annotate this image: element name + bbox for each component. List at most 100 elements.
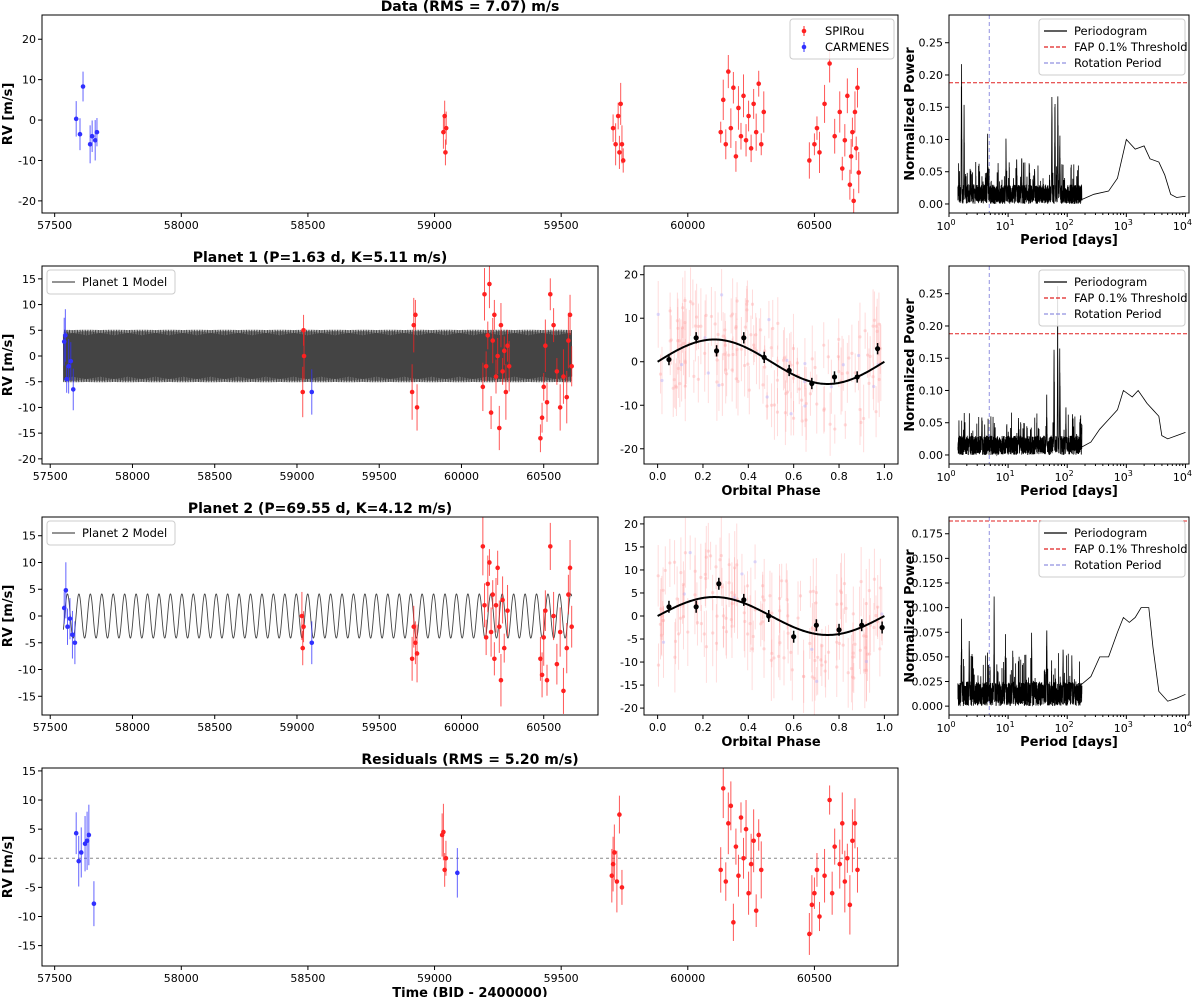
raw-phase-point (668, 309, 672, 313)
raw-phase-point (683, 361, 687, 365)
raw-phase-point (704, 576, 708, 581)
y-tick-label: 0.15 (919, 101, 944, 114)
raw-phase-point (841, 363, 845, 367)
y-tick-label: 0.15 (919, 352, 944, 365)
raw-phase-point (878, 586, 882, 590)
raw-phase-point (803, 404, 807, 408)
y-tick-label: 0.075 (912, 626, 944, 639)
spirou-point (569, 363, 574, 369)
x-tick-label: 101 (996, 218, 1015, 233)
raw-phase-point (762, 598, 766, 602)
x-tick-label: 58500 (290, 972, 325, 985)
carmenes-point (72, 640, 78, 646)
raw-phase-point (680, 363, 684, 367)
spirou-point (490, 592, 496, 597)
legend-label: FAP 0.1% Threshold (1074, 40, 1188, 54)
chart-title: Planet 1 (P=1.63 d, K=5.11 m/s) (193, 250, 448, 266)
spirou-point (488, 629, 494, 635)
legend-label: CARMENES (825, 40, 889, 54)
spirou-point (539, 672, 545, 678)
raw-phase-point (835, 665, 839, 669)
raw-phase-point (749, 333, 753, 337)
spirou-point (301, 624, 306, 630)
raw-phase-point (659, 607, 663, 611)
spirou-point (500, 369, 505, 374)
carmenes-point (65, 624, 70, 630)
raw-phase-point (788, 360, 792, 364)
binned-point (766, 613, 772, 619)
raw-phase-point (842, 582, 847, 586)
spirou-point (723, 142, 729, 147)
spirou-point (480, 384, 486, 390)
spirou-point (409, 389, 415, 395)
raw-phase-point (876, 605, 880, 609)
spirou-point (827, 797, 832, 803)
raw-phase-point (828, 422, 832, 426)
raw-phase-point (872, 384, 876, 389)
x-tick-label: 102 (1055, 720, 1074, 735)
x-tick-label: 0.0 (649, 721, 667, 734)
spirou-point (487, 560, 492, 565)
spirou-point (618, 101, 623, 107)
spirou-point (443, 150, 448, 155)
y-tick-label: 15 (22, 273, 36, 286)
x-axis-label: Period [days] (1020, 484, 1118, 499)
raw-phase-point (734, 377, 738, 381)
raw-phase-point (845, 371, 849, 375)
carmenes-point (84, 838, 90, 844)
raw-phase-point (660, 378, 664, 383)
spirou-point (482, 602, 487, 608)
spirou-point (497, 624, 502, 630)
raw-phase-point (709, 314, 714, 319)
raw-phase-point (693, 324, 698, 328)
spirou-point (557, 629, 563, 635)
plot-area (656, 267, 885, 456)
y-tick-label: 0 (29, 852, 36, 865)
raw-phase-point (816, 655, 820, 659)
legend-box (46, 269, 176, 295)
periodogram-line (957, 596, 1186, 707)
x-tick-label: 0.8 (830, 721, 848, 734)
raw-phase-point (661, 640, 666, 644)
raw-phase-point (826, 355, 830, 359)
binned-point (836, 627, 842, 633)
spirou-point (414, 651, 420, 656)
carmenes-point (91, 901, 97, 906)
raw-phase-point (789, 650, 793, 654)
raw-phase-point (844, 606, 848, 610)
carmenes-point (92, 137, 98, 143)
raw-phase-point (735, 563, 739, 567)
raw-phase-point (769, 658, 773, 662)
y-tick-label: 0 (29, 610, 36, 623)
raw-phase-point (674, 385, 679, 389)
raw-phase-point (673, 639, 678, 644)
raw-phase-point (721, 625, 726, 630)
spirou-point (850, 838, 855, 844)
raw-phase-point (661, 588, 665, 592)
raw-phase-point (748, 622, 752, 626)
raw-phase-point (778, 609, 782, 613)
x-tick-label: 57500 (33, 470, 68, 483)
y-tick-label: -5 (627, 633, 638, 646)
tick-exponent: 0 (950, 218, 955, 227)
spirou-point (731, 920, 736, 925)
raw-phase-point (703, 351, 707, 355)
spirou-point (741, 93, 746, 99)
spirou-point (492, 656, 497, 662)
spirou-point (564, 394, 570, 400)
raw-phase-point (715, 614, 719, 618)
legend-marker (801, 28, 807, 34)
x-axis-label: Orbital Phase (721, 484, 820, 499)
raw-phase-point (875, 329, 879, 333)
tick-exponent: 3 (1128, 469, 1133, 478)
x-tick-label: 59500 (544, 972, 579, 985)
binned-point (741, 597, 747, 603)
raw-phase-point (708, 554, 713, 558)
raw-phase-point (718, 558, 722, 562)
raw-phase-point (822, 408, 826, 412)
spirou-point (733, 844, 739, 849)
raw-phase-point (783, 411, 787, 415)
raw-phase-point (675, 319, 679, 323)
spirou-point (480, 544, 486, 549)
spirou-point (726, 69, 731, 74)
